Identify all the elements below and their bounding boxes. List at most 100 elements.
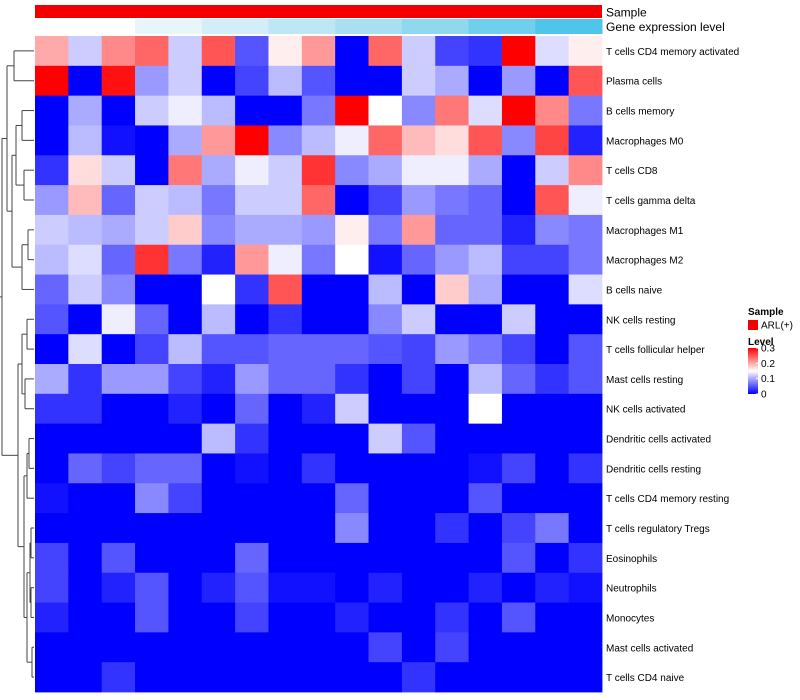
heatmap-cell xyxy=(35,513,69,544)
heatmap-cell xyxy=(401,393,436,425)
heatmap-cell xyxy=(301,244,336,275)
heatmap-cell xyxy=(501,453,536,484)
row-label: Neutrophils xyxy=(606,584,657,595)
heatmap-cell xyxy=(235,632,269,663)
heatmap-cell xyxy=(401,662,436,693)
heatmap-cell xyxy=(35,483,69,514)
gene-expression-cell xyxy=(35,19,69,34)
heatmap-cell xyxy=(568,572,603,603)
heatmap-cell xyxy=(168,393,203,425)
heatmap-cell xyxy=(535,513,570,544)
legend-sample-item: ARL(+) xyxy=(761,321,793,332)
heatmap-cell xyxy=(235,542,269,574)
heatmap-cell xyxy=(101,185,136,216)
heatmap-cell xyxy=(35,393,69,425)
heatmap-cell xyxy=(135,125,169,156)
heatmap-cell xyxy=(468,513,503,544)
heatmap-cell xyxy=(201,632,236,663)
heatmap-cell xyxy=(335,602,369,633)
heatmap-cell xyxy=(101,602,136,633)
heatmap-cell xyxy=(401,95,436,126)
heatmap-cell xyxy=(101,214,136,246)
heatmap-cell xyxy=(568,185,603,216)
heatmap-cell xyxy=(301,483,336,514)
heatmap-cell xyxy=(501,513,536,544)
row-label: Dendritic cells activated xyxy=(606,435,711,446)
heatmap-cell xyxy=(268,274,303,305)
heatmap-cell xyxy=(235,393,269,425)
heatmap-cell xyxy=(168,364,203,395)
heatmap-cell xyxy=(568,244,603,275)
heatmap-cell xyxy=(335,483,369,514)
heatmap-cell xyxy=(568,95,603,126)
row-label: Plasma cells xyxy=(606,77,662,88)
heatmap-cell xyxy=(335,185,369,216)
heatmap-cell xyxy=(235,274,269,305)
heatmap-cell xyxy=(535,304,570,335)
heatmap-cell xyxy=(101,364,136,395)
heatmap-cell xyxy=(68,274,103,305)
heatmap-cell xyxy=(535,125,570,156)
heatmap-cell xyxy=(168,244,203,275)
heatmap-cell xyxy=(35,364,69,395)
heatmap-cell xyxy=(468,244,503,275)
heatmap-cell xyxy=(435,423,469,454)
row-label: NK cells activated xyxy=(606,405,685,416)
legend-sample-swatch xyxy=(748,320,758,330)
heatmap-cell xyxy=(468,632,503,663)
heatmap-cell xyxy=(101,393,136,425)
gene-expression-cell xyxy=(368,19,403,34)
heatmap-cell xyxy=(468,125,503,156)
heatmap-cell xyxy=(435,95,469,126)
heatmap-cell xyxy=(468,364,503,395)
heatmap-cell xyxy=(501,214,536,246)
heatmap-cell xyxy=(401,334,436,365)
heatmap-cell xyxy=(168,65,203,97)
heatmap-cell xyxy=(101,95,136,126)
gene-expression-cell xyxy=(435,19,470,34)
legend-tick-label: 0 xyxy=(761,390,767,401)
heatmap-cell xyxy=(168,632,203,663)
heatmap-cell xyxy=(35,304,69,335)
heatmap-cell xyxy=(401,185,436,216)
gene-expression-cell xyxy=(235,19,269,34)
heatmap-cell xyxy=(35,214,69,246)
heatmap-cell xyxy=(568,155,603,186)
heatmap-cell xyxy=(68,662,103,693)
heatmap-cell xyxy=(501,155,536,186)
heatmap-cell xyxy=(468,542,503,574)
heatmap-cell xyxy=(468,155,503,186)
heatmap-cell xyxy=(468,423,503,454)
heatmap-cell xyxy=(201,304,236,335)
heatmap-cell xyxy=(335,393,369,425)
heatmap-cell xyxy=(401,65,436,97)
heatmap-cell xyxy=(568,334,603,365)
row-label: Macrophages M2 xyxy=(606,256,684,267)
heatmap-cell xyxy=(268,214,303,246)
heatmap-cell xyxy=(301,662,336,693)
heatmap-cell xyxy=(335,274,369,305)
heatmap-cell xyxy=(35,155,69,186)
heatmap-cell xyxy=(235,95,269,126)
heatmap-cell xyxy=(201,393,236,425)
heatmap-cell xyxy=(135,662,169,693)
row-label: B cells naive xyxy=(606,285,663,296)
heatmap-cell xyxy=(235,483,269,514)
legend-tick-label: 0.2 xyxy=(761,359,775,370)
legend-level-title: Level xyxy=(748,337,774,348)
heatmap-cell xyxy=(68,155,103,186)
heatmap-cell xyxy=(535,185,570,216)
heatmap-cell xyxy=(35,602,69,633)
heatmap-cell xyxy=(368,423,403,454)
heatmap-cell xyxy=(135,453,169,484)
heatmap-cell xyxy=(68,393,103,425)
heatmap-cell xyxy=(101,65,136,97)
heatmap-cell xyxy=(335,572,369,603)
heatmap-cell xyxy=(201,513,236,544)
heatmap-cell xyxy=(368,483,403,514)
row-label: T cells follicular helper xyxy=(606,345,705,356)
heatmap-cell xyxy=(435,513,469,544)
heatmap-cell xyxy=(201,572,236,603)
heatmap-cell xyxy=(168,423,203,454)
heatmap-cell xyxy=(368,214,403,246)
